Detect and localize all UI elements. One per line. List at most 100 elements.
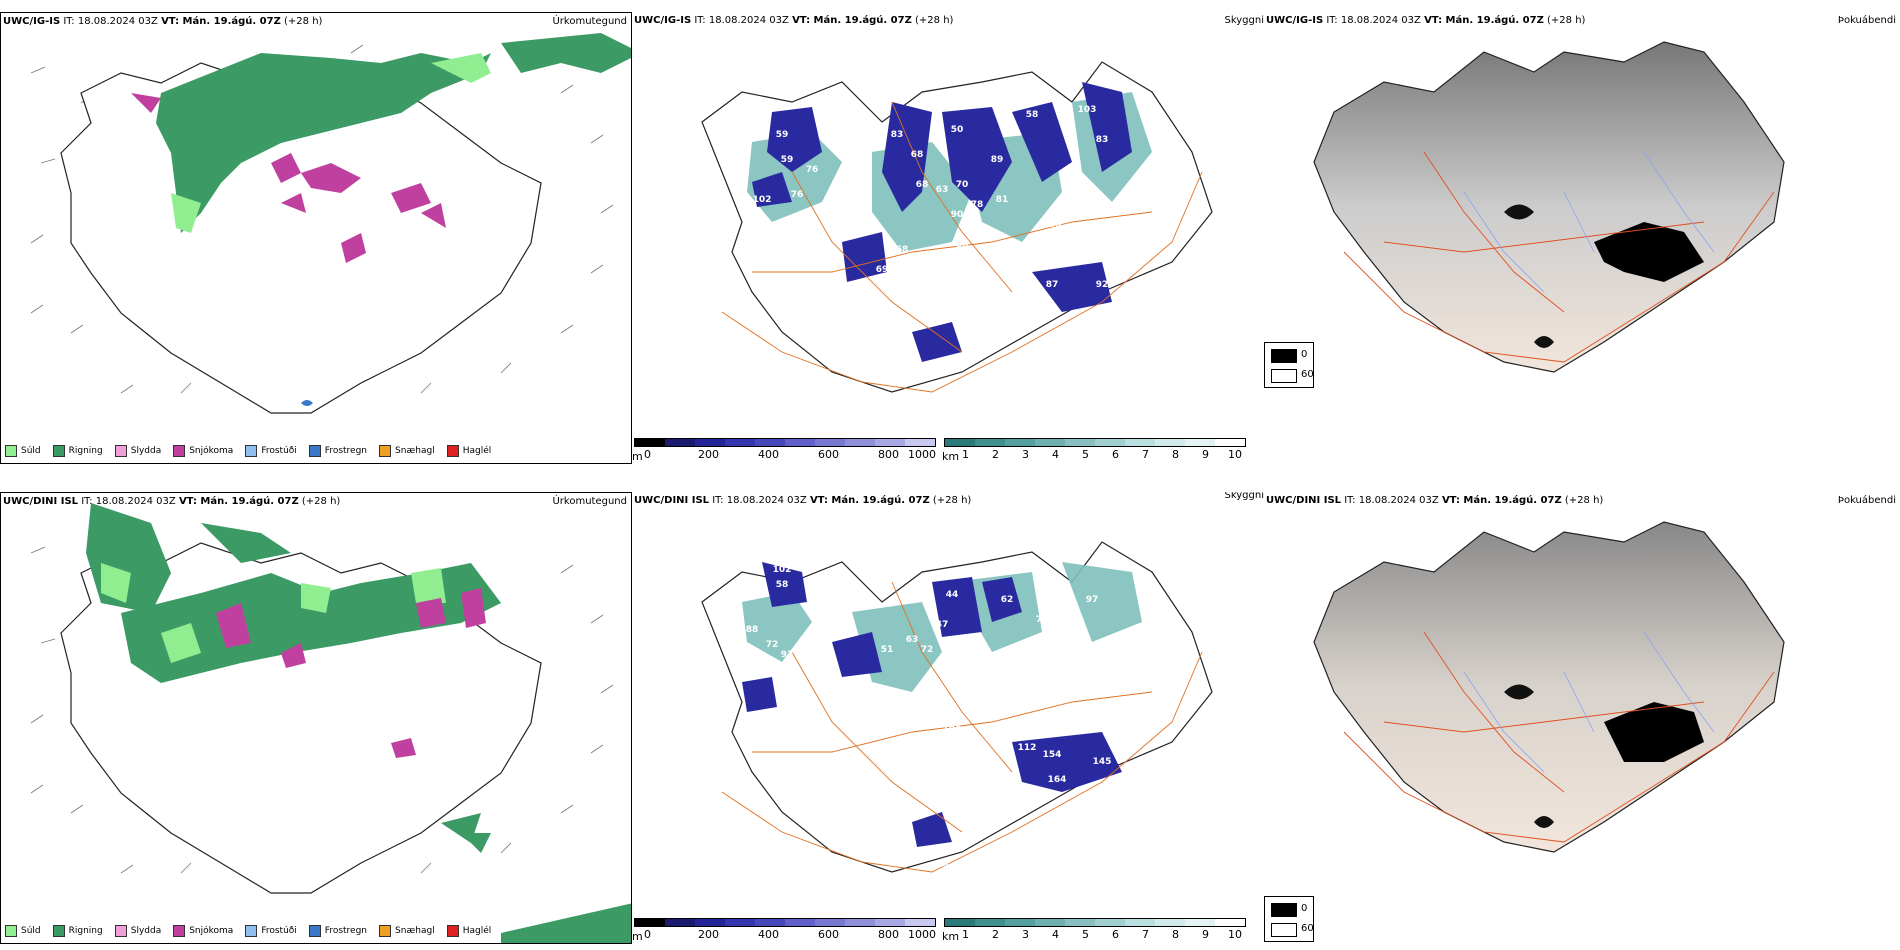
- legend-swatch: [379, 925, 392, 937]
- cloud-label: 78: [971, 200, 984, 210]
- colorbar-segment: [1065, 439, 1095, 446]
- colorbar-segment: [1005, 919, 1035, 926]
- legend-swatch: [245, 445, 258, 457]
- legend-item: Frostúði: [245, 925, 297, 937]
- fog-legend: 0 60: [1264, 896, 1314, 942]
- cloud-label: 72: [921, 645, 934, 655]
- panel-title: Skyggni: [1224, 15, 1264, 26]
- legend-swatch: [245, 925, 258, 937]
- legend-swatch: [114, 445, 127, 457]
- panel-header: UWC/DINI ISL IT: 18.08.2024 03Z VT: Mán.…: [634, 495, 972, 506]
- cloud-label: 59: [776, 130, 789, 140]
- cloud-label: 92: [781, 650, 794, 660]
- colorbar-segment: [1035, 919, 1065, 926]
- colorbar-segment: [635, 439, 665, 446]
- cloud-label: 154: [1043, 750, 1062, 760]
- cloud-label: 73: [756, 235, 769, 245]
- colorbar-segment: [1065, 919, 1095, 926]
- cloud-label: 49: [931, 380, 944, 390]
- legend-item: Frostúði: [245, 445, 297, 457]
- legend-swatch: [308, 925, 321, 937]
- cloud-label: 79: [1036, 615, 1049, 625]
- legend-swatch: [446, 925, 459, 937]
- cloud-label: 68: [916, 180, 929, 190]
- legend-swatch: [173, 445, 186, 457]
- cloud-label: 58: [1026, 110, 1039, 120]
- colorbar-segment: [945, 919, 975, 926]
- colorbar-segment: [665, 919, 695, 926]
- colorbar-segment: [1035, 439, 1065, 446]
- visibility-panel-2: UWC/DINI ISL IT: 18.08.2024 03Z VT: Mán.…: [632, 492, 1264, 944]
- colorbar-segment: [785, 439, 815, 446]
- legend-item: Frostregn: [308, 445, 367, 457]
- legend-item: Haglél: [446, 445, 491, 457]
- cloud-label: 95: [996, 255, 1009, 265]
- precip-panel-1: UWC/IG-IS IT: 18.08.2024 03Z VT: Mán. 19…: [0, 12, 632, 464]
- cloud-label: 44: [946, 590, 959, 600]
- cloud-label: 76: [806, 165, 819, 175]
- cloud-label: 72: [766, 640, 779, 650]
- legend-swatch: [379, 445, 392, 457]
- legend-swatch: [173, 925, 186, 937]
- colorbar-segment: [875, 919, 905, 926]
- cloud-label: 63: [936, 185, 949, 195]
- fog-panel-1: UWC/IG-IS IT: 18.08.2024 03Z VT: Mán. 19…: [1264, 12, 1900, 464]
- precip-map-1: [30, 33, 631, 414]
- legend-item: Snæhagl: [379, 925, 435, 937]
- cloud-label: 81: [996, 195, 1009, 205]
- panel-header: UWC/DINI ISL IT: 18.08.2024 03Z VT: Mán.…: [1266, 495, 1604, 506]
- cloud-label: 86: [806, 660, 819, 670]
- cloud-label: 88: [746, 625, 759, 635]
- cloud-label: 70: [771, 665, 784, 675]
- colorbar-segment: [1185, 439, 1215, 446]
- cloud-label: 107: [891, 720, 910, 730]
- legend-item: Súld: [5, 925, 41, 937]
- colorbar-segment: [1125, 439, 1155, 446]
- colorbar-segment: [755, 439, 785, 446]
- cloud-label: 100: [943, 725, 962, 735]
- legend-item: Rigning: [52, 925, 103, 937]
- colorbar-segment: [875, 439, 905, 446]
- cloud-label: 103: [1078, 105, 1097, 115]
- colorbar-segment: [1155, 439, 1185, 446]
- legend-swatch: [114, 925, 127, 937]
- colorbar-segment: [635, 919, 665, 926]
- cloud-label: 97: [1086, 595, 1099, 605]
- legend-item: Slydda: [114, 445, 161, 457]
- cloud-label: 86: [956, 240, 969, 250]
- panel-title: Úrkomutegund: [552, 16, 627, 27]
- legend-item: Slydda: [114, 925, 161, 937]
- colorbar-segment: [975, 919, 1005, 926]
- colorbar-segment: [945, 439, 975, 446]
- cloud-label: 63: [906, 635, 919, 645]
- cloud-label: 50: [951, 125, 964, 135]
- fog-map-2: [1313, 521, 1785, 853]
- panel-header: UWC/DINI ISL IT: 18.08.2024 03Z VT: Mán.…: [3, 496, 341, 507]
- panel-header: UWC/IG-IS IT: 18.08.2024 03Z VT: Mán. 19…: [634, 15, 954, 26]
- panel-title: Þokuábendi: [1837, 15, 1896, 26]
- visibility-colorbar: km 1 2 3 4 5 6 7 8 9 10: [942, 436, 1262, 464]
- colorbar-segment: [695, 439, 725, 446]
- cloud-base-labels: 59 76 83 68 50 58 103 59 68 76 70 89 83 …: [753, 105, 1109, 390]
- legend-swatch: [52, 925, 65, 937]
- legend-item: Snjókoma: [173, 445, 233, 457]
- precip-map-2: [30, 503, 631, 943]
- precip-panel-2: UWC/DINI ISL IT: 18.08.2024 03Z VT: Mán.…: [0, 492, 632, 944]
- cloud-label: 164: [1048, 775, 1067, 785]
- visibility-map-2: 58 102 71 44 62 97 88 72 47 63 51 79 92 …: [701, 541, 1213, 873]
- colorbar-segment: [1215, 919, 1245, 926]
- cloud-label: 92: [1096, 280, 1109, 290]
- cloud-label: 76: [936, 860, 949, 870]
- cloud-label: 76: [791, 190, 804, 200]
- cloud-label: 68: [911, 150, 924, 160]
- cloud-label: 51: [881, 645, 894, 655]
- colorbar-segment: [845, 919, 875, 926]
- ceiling-colorbar: m 0 200 400 600 800 1000: [632, 916, 942, 944]
- colorbar-segment: [725, 919, 755, 926]
- cloud-label: 83: [1096, 135, 1109, 145]
- colorbar-segment: [845, 439, 875, 446]
- legend-item: Snjókoma: [173, 925, 233, 937]
- cloud-label: 83: [891, 130, 904, 140]
- legend-swatch: [52, 445, 65, 457]
- legend-item: Frostregn: [308, 925, 367, 937]
